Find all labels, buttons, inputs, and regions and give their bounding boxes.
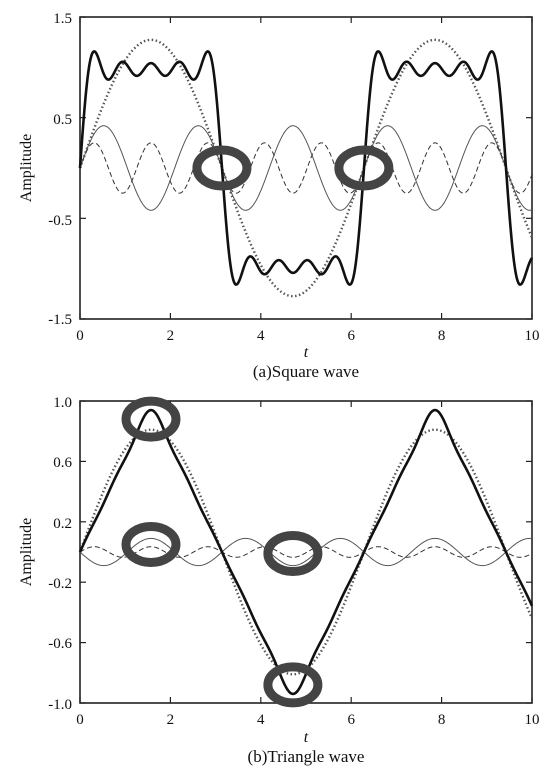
x-axis-label: t <box>304 729 309 746</box>
y-tick-label: 0.2 <box>53 516 72 532</box>
y-tick-label: 1.5 <box>53 11 72 27</box>
caption-b: (b)Triangle wave <box>248 747 365 766</box>
panel-a: 1.5 0.5 -0.5 -1.5 0 2 4 6 8 10 t Amplitu… <box>18 11 540 381</box>
x-tick-label: 4 <box>257 328 265 344</box>
series-line-dotted <box>78 38 534 298</box>
y-tick-label: 0.5 <box>53 112 72 128</box>
series-line-dashed-thin <box>79 142 533 194</box>
y-tick-label: -1.0 <box>48 697 72 713</box>
series-line-solid-thin <box>79 125 533 211</box>
highlight-ring <box>263 662 323 708</box>
x-tick-label: 10 <box>525 712 540 728</box>
y-tick-label: -0.2 <box>48 576 72 592</box>
caption-a: (a)Square wave <box>253 362 359 381</box>
panel-b: 1.0 0.6 0.2 -0.2 -0.6 -1.0 0 2 4 6 8 10 … <box>18 395 540 766</box>
highlight-ring <box>263 531 323 577</box>
highlight-ring <box>121 521 181 567</box>
y-axis-label: Amplitude <box>18 134 35 202</box>
series-line-solid-thick <box>78 50 534 286</box>
y-tick-label: 0.6 <box>53 455 72 471</box>
y-tick-label: 1.0 <box>53 395 72 411</box>
x-tick-label: 8 <box>438 712 446 728</box>
x-tick-label: 2 <box>167 328 175 344</box>
y-tick-label: -0.5 <box>48 213 72 229</box>
x-tick-label: 0 <box>76 328 84 344</box>
series-line-solid-thin <box>79 537 533 567</box>
x-tick-label: 0 <box>76 712 84 728</box>
x-tick-label: 4 <box>257 712 265 728</box>
y-tick-label: -0.6 <box>48 636 72 652</box>
plot-area-b <box>79 400 533 704</box>
highlight-ring <box>334 145 394 191</box>
series-line-dashed-thin <box>79 546 533 558</box>
highlight-ring <box>192 145 252 191</box>
x-tick-label: 10 <box>525 328 540 344</box>
y-tick-label: -1.5 <box>48 312 72 328</box>
x-tick-label: 2 <box>167 712 175 728</box>
y-axis-label: Amplitude <box>18 518 35 586</box>
x-axis-label: t <box>304 344 309 361</box>
x-tick-label: 6 <box>347 328 355 344</box>
highlight-ring <box>121 396 181 442</box>
x-tick-label: 6 <box>347 712 355 728</box>
x-tick-label: 8 <box>438 328 446 344</box>
